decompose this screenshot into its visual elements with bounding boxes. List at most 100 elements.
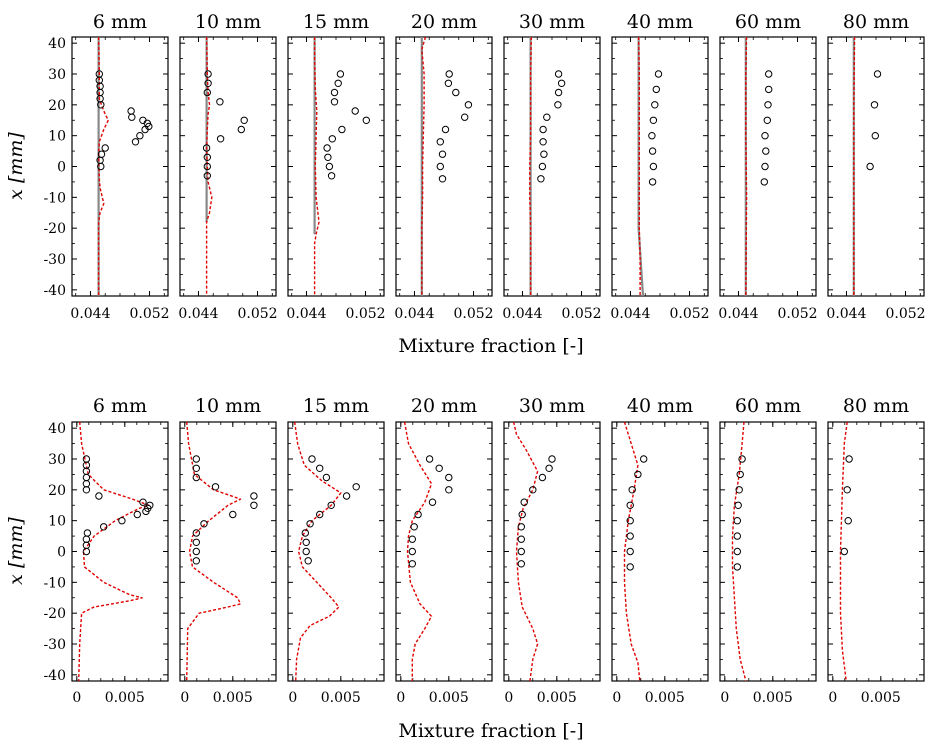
chart-0-panel-2-exp-point — [338, 125, 346, 134]
chart-1-ytick-label: -20 — [43, 606, 66, 622]
chart-0-panel-3-exp-point — [436, 138, 444, 146]
chart-0-ytick-label: -40 — [43, 283, 66, 299]
chart-0-panel-3-exp-point — [452, 88, 460, 97]
chart-1-panel-1: 0 0.005 10 mm — [179, 395, 277, 706]
chart-0-panel-1: 0.044 0.052 10 mm — [178, 11, 277, 322]
chart-1-panel-6-exp-point — [735, 486, 743, 494]
chart-1-panel-3-exp-point — [408, 547, 416, 556]
chart-0-panel-0-exp-point — [136, 132, 144, 140]
chart-0-ytick-label: -30 — [43, 252, 66, 268]
chart-1-panel-7-exp-point — [840, 547, 848, 556]
chart-1-panel-4-exp-point — [517, 523, 525, 531]
chart-1-panel-2-exp-point — [306, 520, 314, 528]
chart-1-panel-2-exp-point — [352, 483, 360, 491]
chart-1-panel-1-title: 10 mm — [195, 395, 261, 417]
chart-1-panel-3-exp-point — [435, 464, 443, 472]
chart-1-panel-0-exp-point — [83, 529, 92, 537]
chart-1-panel-0-exp-point — [100, 523, 108, 531]
chart-1-panel-4-title: 30 mm — [519, 395, 585, 417]
chart-1-panel-0-xtick-label: 0.005 — [105, 690, 145, 706]
chart-1-ytick-label: 40 — [48, 421, 66, 437]
chart-1-panel-6-exp-point — [733, 517, 741, 525]
chart-1-panel-2: 0 0.005 15 mm — [287, 395, 385, 706]
chart-0-panel-2-title: 15 mm — [303, 11, 369, 33]
chart-1-panel-7-xtick-label: 0 — [828, 690, 837, 706]
chart-1-panel-5-exp-point — [628, 486, 636, 494]
chart-0-panel-4-xtick-label: 0.052 — [561, 306, 601, 322]
chart-0-panel-2-exp-point — [330, 88, 339, 97]
chart-1-panel-2-exp-point — [322, 473, 331, 482]
chart-0-panel-1-exp-point — [203, 153, 212, 162]
chart-1-panel-0-exp-point — [82, 535, 91, 543]
chart-1-panel-2-series-dashed-line — [294, 422, 342, 681]
chart-1-panel-5-xtick-label: 0 — [612, 690, 621, 706]
chart-0-panel-3-series-dashed-line — [421, 37, 427, 296]
chart-1-panel-4-exp-point — [529, 486, 537, 494]
chart-0-panel-5: 0.044 0.052 40 mm — [610, 11, 709, 322]
chart-1-panel-0-exp-point — [133, 510, 142, 519]
chart-0-panel-2-series-dashed-line — [313, 37, 320, 296]
chart-0-panel-5-xtick-label: 0.044 — [610, 306, 650, 322]
chart-0-panel-1-exp-point — [203, 172, 212, 180]
chart-1-panel-4-exp-point — [517, 560, 525, 568]
chart-0-ytick-label: 10 — [48, 129, 66, 145]
chart-0-panel-5-series-dashed-line — [637, 37, 641, 296]
chart-0-panel-2-xtick-label: 0.044 — [286, 306, 326, 322]
chart-1-panel-5-exp-point — [626, 563, 634, 571]
chart-0-panel-1-xtick-label: 0.044 — [178, 306, 218, 322]
chart-1-panel-3-exp-point — [414, 510, 422, 519]
chart-0-panel-6-exp-point — [764, 101, 772, 109]
chart-0-panel-3-frame — [395, 36, 493, 297]
chart-1-panel-6-xtick-label: 0.005 — [753, 690, 793, 706]
chart-1-panel-7: 0 0.005 80 mm — [827, 395, 925, 706]
chart-1-panel-3-exp-point — [445, 473, 453, 482]
chart-0-ytick-label: 30 — [48, 67, 66, 83]
chart-1-panel-1-exp-point — [250, 492, 258, 500]
chart-0-panel-5-series-gray-line — [637, 37, 645, 296]
chart-1-panel-3-xtick-label: 0 — [396, 690, 405, 706]
chart-0-panel-2-exp-point — [323, 144, 331, 152]
chart-1-panel-2-exp-point — [301, 529, 309, 537]
chart-0-panel-6: 0.044 0.052 60 mm — [718, 11, 817, 322]
chart-1-panel-1-exp-point — [192, 557, 201, 565]
chart-1-panel-5-exp-point — [626, 517, 634, 525]
chart-1-panel-3-exp-point — [408, 535, 416, 543]
chart-1-panel-1-xtick-label: 0 — [180, 690, 189, 706]
chart-0-panel-2-exp-point — [325, 162, 334, 171]
chart-0-ytick-label: 0 — [57, 160, 66, 176]
chart-0-panel-4-exp-point — [540, 150, 548, 158]
chart-1-ytick-label: 30 — [48, 452, 66, 468]
chart-0-panel-4-series-dashed-line — [529, 37, 532, 296]
chart-1-ytick-label: 20 — [48, 483, 66, 499]
chart-1-panel-0-exp-point — [118, 517, 126, 525]
chart-1-panel-3-xtick-label: 0.005 — [429, 690, 469, 706]
chart-0-panel-4-exp-point — [554, 70, 563, 78]
chart-0-panel-5-exp-point — [652, 85, 660, 94]
chart-1-panel-4-exp-point — [520, 498, 528, 506]
chart-1-panel-4-exp-point — [538, 473, 547, 482]
chart-0-panel-1-exp-point — [203, 162, 212, 171]
chart-0-panel-3-exp-point — [464, 101, 473, 109]
chart-1-panel-6-exp-point — [738, 455, 746, 463]
chart-1-panel-0-exp-point — [82, 473, 91, 482]
chart-1-panel-4-xtick-label: 0.005 — [537, 690, 577, 706]
chart-1-panel-4-exp-point — [545, 464, 553, 472]
chart-1-panel-3-exp-point — [425, 455, 434, 463]
chart-0-panel-6-exp-point — [761, 162, 769, 171]
chart-0-panel-3: 0.044 0.052 20 mm — [394, 11, 493, 322]
chart-0-panel-6-exp-point — [763, 116, 771, 125]
chart-0-panel-1-series-dashed-line — [205, 37, 213, 296]
chart-0-panel-5-exp-point — [649, 162, 658, 171]
chart-0-panel-1-exp-point — [216, 135, 225, 143]
chart-1-panel-3-series-dashed-line — [403, 422, 433, 681]
chart-1-panel-4-series-dashed-line — [512, 422, 539, 681]
chart-1-panel-2-exp-point — [304, 557, 312, 565]
chart-1-panel-6: 0 0.005 60 mm — [719, 395, 817, 706]
chart-1-panel-0-title: 6 mm — [93, 395, 147, 417]
chart-1-panel-1-exp-point — [192, 529, 201, 537]
chart-1-panel-3-exp-point — [428, 498, 437, 506]
chart-0-panel-2-frame — [287, 36, 385, 297]
chart-1-panel-5-series-dashed-line — [623, 422, 641, 681]
chart-0-panel-1-exp-point — [203, 88, 212, 97]
chart-1-panel-7-series-dashed-line — [839, 422, 848, 681]
